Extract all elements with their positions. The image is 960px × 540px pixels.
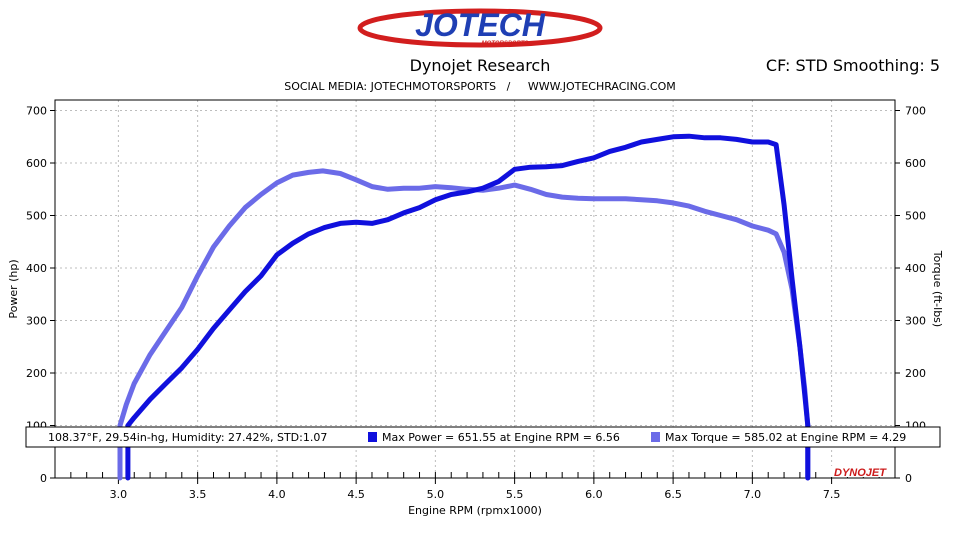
max-torque-text: Max Torque = 585.02 at Engine RPM = 4.29	[665, 431, 906, 444]
series-lines	[117, 133, 811, 481]
power-series-line	[125, 133, 811, 481]
cf-smoothing-label: CF: STD Smoothing: 5	[765, 56, 940, 75]
social-media-line: SOCIAL MEDIA: JOTECHMOTORSPORTS / WWW.JO…	[284, 80, 676, 93]
conditions-text: 108.37°F, 29.54in-hg, Humidity: 27.42%, …	[48, 431, 327, 444]
x-tick-label: 4.0	[268, 488, 286, 501]
y-tick-label-left: 300	[26, 315, 47, 328]
y-tick-label-right: 400	[905, 262, 926, 275]
y-tick-label-right: 300	[905, 315, 926, 328]
logo-sub-text: MOTORSPORTS	[482, 41, 529, 47]
max-power-text: Max Power = 651.55 at Engine RPM = 6.56	[382, 431, 620, 444]
x-tick-label: 7.5	[823, 488, 841, 501]
x-tick-label: 5.0	[427, 488, 445, 501]
y-axis-left-label: Power (hp)	[7, 259, 20, 318]
x-tick-label: 4.5	[347, 488, 365, 501]
x-tick-label: 3.0	[110, 488, 128, 501]
x-tick-label: 3.5	[189, 488, 207, 501]
jotech-logo: JOTECH MOTORSPORTS	[357, 7, 603, 48]
plot-frame	[54, 99, 896, 479]
y-tick-label-left: 200	[26, 367, 47, 380]
dynojet-brand-text: DYNOJET	[834, 467, 887, 479]
logo-brand-text: JOTECH	[415, 7, 546, 43]
y-tick-label-left: 0	[40, 472, 47, 485]
x-tick-label: 7.0	[744, 488, 762, 501]
y-tick-label-left: 600	[26, 157, 47, 170]
x-axis-label: Engine RPM (rpmx1000)	[408, 504, 542, 517]
y-tick-label-right: 700	[905, 105, 926, 118]
x-tick-label: 5.5	[506, 488, 524, 501]
y-tick-label-right: 600	[905, 157, 926, 170]
y-tick-label-right: 0	[905, 472, 912, 485]
x-tick-label: 6.5	[664, 488, 682, 501]
x-axis: 3.0 3.5 4.0 4.5 5.0 5.5 6.0 6.5 7.0 7.5	[70, 472, 896, 501]
grid-lines	[55, 100, 895, 478]
y-axis-right-label: Torque (ft-lbs)	[931, 250, 944, 327]
chart-title: Dynojet Research	[409, 56, 551, 75]
dynojet-badge	[826, 466, 894, 477]
y-tick-label-left: 400	[26, 262, 47, 275]
y-tick-label-right: 500	[905, 210, 926, 223]
y-tick-label-left: 500	[26, 210, 47, 223]
x-tick-label: 6.0	[585, 488, 603, 501]
y-tick-label-left: 700	[26, 105, 47, 118]
y-tick-label-right: 200	[905, 367, 926, 380]
info-bar	[25, 426, 941, 448]
torque-legend-swatch	[651, 432, 660, 442]
power-legend-swatch	[368, 432, 377, 442]
